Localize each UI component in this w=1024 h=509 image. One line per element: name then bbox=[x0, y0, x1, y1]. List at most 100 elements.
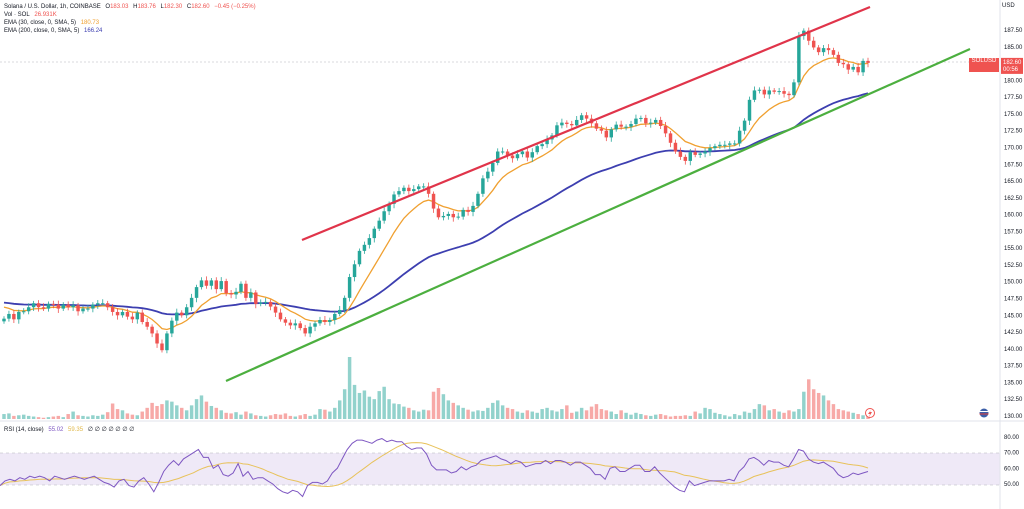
candle-body bbox=[555, 125, 559, 136]
candle-body bbox=[367, 238, 372, 245]
candle-body bbox=[530, 152, 535, 158]
rsi-path bbox=[0, 438, 869, 498]
volume-bar bbox=[604, 410, 609, 419]
candle-body bbox=[515, 154, 520, 159]
rsi-axis[interactable]: 50.00 60.00 70.00 80.00 bbox=[1004, 435, 1020, 488]
volume-bar bbox=[436, 388, 441, 419]
volume-bar bbox=[313, 414, 317, 419]
candle-body bbox=[599, 128, 604, 131]
lower-trend-line[interactable] bbox=[225, 47, 971, 383]
candle-body bbox=[426, 186, 431, 194]
volume-bar bbox=[639, 414, 643, 419]
candle-body bbox=[382, 211, 386, 221]
candle-body bbox=[288, 322, 293, 326]
candle-body bbox=[397, 191, 401, 195]
volume-bar bbox=[402, 406, 406, 419]
volume-bars bbox=[2, 357, 870, 419]
candle-body bbox=[495, 151, 500, 163]
candle-body bbox=[416, 186, 421, 190]
candle-body bbox=[747, 99, 752, 121]
price-tick-label: 130.00 bbox=[1004, 414, 1023, 420]
rsi-value: 55.02 bbox=[48, 427, 64, 433]
upper-channel-line[interactable] bbox=[301, 5, 871, 242]
volume-bar bbox=[515, 411, 520, 419]
volume-bar bbox=[811, 389, 816, 419]
ema30-legend[interactable]: EMA (30, close, 0, SMA, 5) 180.73 bbox=[4, 19, 102, 27]
candle-body bbox=[658, 119, 663, 126]
candle-body bbox=[125, 311, 130, 317]
price-tick-label: 175.00 bbox=[1004, 112, 1023, 118]
candle-body bbox=[752, 90, 757, 100]
candle-body bbox=[91, 304, 95, 309]
volume-bar bbox=[56, 415, 61, 419]
volume-bar bbox=[535, 412, 539, 419]
candle-body bbox=[229, 293, 233, 295]
volume-bar bbox=[199, 395, 204, 419]
volume-bar bbox=[175, 405, 179, 419]
volume-bar bbox=[421, 409, 426, 419]
volume-bar bbox=[160, 404, 164, 419]
candle-body bbox=[846, 64, 850, 70]
volume-bar bbox=[110, 403, 115, 419]
volume-bar bbox=[708, 409, 712, 419]
price-tick-label: 187.50 bbox=[1004, 28, 1023, 34]
volume-bar bbox=[742, 411, 747, 419]
volume-bar bbox=[12, 415, 16, 419]
volume-bar bbox=[619, 410, 623, 419]
candle-body bbox=[199, 280, 204, 288]
volume-label: Vol · SOL bbox=[4, 12, 30, 18]
candle-body bbox=[17, 311, 21, 320]
volume-bar bbox=[71, 411, 75, 419]
candle-body bbox=[574, 119, 579, 126]
candle-body bbox=[303, 328, 307, 334]
volume-bar bbox=[757, 404, 762, 419]
candle-body bbox=[101, 303, 105, 305]
candle-body bbox=[807, 30, 811, 41]
volume-bar bbox=[298, 415, 302, 419]
volume-bar bbox=[629, 414, 633, 419]
candle-body bbox=[811, 40, 816, 48]
lightning-icon[interactable] bbox=[865, 408, 875, 418]
candle-body bbox=[51, 303, 56, 305]
candle-body bbox=[115, 311, 120, 316]
volume-bar bbox=[520, 412, 525, 419]
candle-body bbox=[841, 62, 846, 65]
rsi-tick-label: 50.00 bbox=[1004, 482, 1020, 488]
rsi-tick-label: 80.00 bbox=[1004, 435, 1020, 441]
currency-label[interactable]: USD bbox=[1002, 3, 1015, 9]
candle-body bbox=[851, 66, 855, 70]
candle-body bbox=[535, 146, 539, 153]
candle-body bbox=[362, 244, 367, 251]
ema200-legend[interactable]: EMA (200, close, 0, SMA, 5) 166.24 bbox=[4, 27, 105, 35]
volume-bar bbox=[31, 416, 36, 419]
candle-body bbox=[298, 323, 302, 329]
volume-bar bbox=[574, 411, 579, 419]
candle-body bbox=[560, 122, 564, 126]
volume-legend[interactable]: Vol · SOL 26.931K bbox=[4, 11, 60, 19]
volume-bar bbox=[555, 411, 559, 419]
price-axis[interactable]: 130.00 132.50 135.00 137.50 140.00 142.50 145.… bbox=[1001, 28, 1023, 420]
candle-body bbox=[782, 91, 786, 94]
price-pane[interactable] bbox=[0, 0, 1000, 420]
volume-bar bbox=[263, 416, 268, 419]
volume-bar bbox=[96, 415, 100, 419]
ema30-line bbox=[3, 57, 869, 331]
candle-body bbox=[446, 213, 451, 216]
price-tick-label: 145.00 bbox=[1004, 313, 1023, 319]
rsi-legend[interactable]: RSI (14, close) 55.02 59.35 ∅ ∅ ∅ ∅ ∅ ∅ … bbox=[4, 426, 137, 434]
symbol-title: Solana / U.S. Dollar, 1h, COINBASE bbox=[4, 4, 101, 10]
volume-bar bbox=[155, 405, 159, 419]
volume-bar bbox=[333, 407, 337, 419]
symbol-legend[interactable]: Solana / U.S. Dollar, 1h, COINBASE O183.… bbox=[4, 3, 259, 11]
volume-bar bbox=[115, 409, 120, 419]
volume-bar bbox=[189, 405, 194, 419]
candle-body bbox=[421, 186, 426, 188]
candle-body bbox=[204, 280, 209, 286]
volume-value: 26.931K bbox=[34, 12, 57, 18]
volume-bar bbox=[352, 384, 357, 419]
candle-body bbox=[293, 323, 298, 326]
candle-body bbox=[678, 151, 683, 157]
volume-bar bbox=[836, 409, 841, 419]
volume-bar bbox=[337, 400, 342, 419]
